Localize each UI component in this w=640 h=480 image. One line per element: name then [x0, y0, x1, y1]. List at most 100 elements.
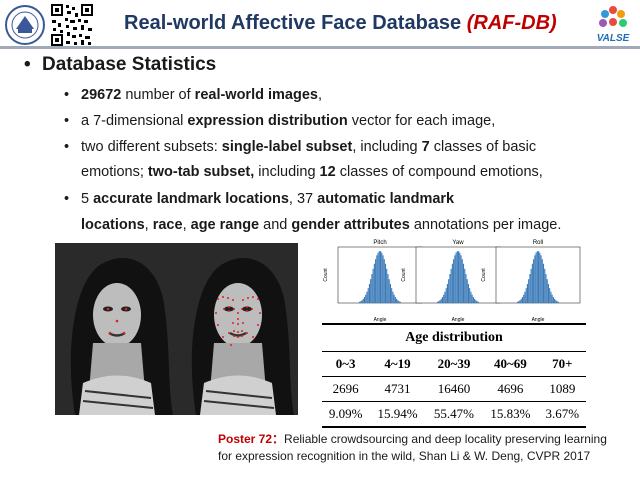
histogram-roll: Roll Angle Count	[481, 240, 581, 323]
histogram-title: Pitch	[373, 240, 386, 246]
bullet-text-run: ,	[182, 217, 191, 233]
bullet-text-run: , 37	[288, 191, 318, 207]
histogram-bar	[535, 252, 537, 303]
histogram-bar	[449, 274, 451, 303]
histogram-bar	[533, 259, 535, 303]
table-row-counts: 2696 4731 16460 4696 1089	[322, 376, 586, 402]
histogram-bar	[523, 294, 525, 303]
table-cell: 1089	[538, 376, 586, 402]
histogram-bar	[530, 268, 532, 303]
histogram-bar	[469, 288, 471, 303]
histogram-bar	[439, 300, 441, 303]
histogram-bar	[386, 268, 388, 303]
histogram-bar	[458, 251, 460, 303]
histogram-bar	[557, 301, 559, 303]
face-photo-landmarks	[176, 243, 298, 415]
histogram-bar	[393, 294, 395, 303]
bullet-bold-run: 12	[319, 164, 336, 180]
histogram-bar	[454, 255, 456, 303]
histogram-bar	[459, 252, 461, 303]
histogram-bar	[529, 274, 531, 303]
histogram-bar	[552, 297, 554, 303]
histogram-bar	[542, 263, 545, 303]
histogram-bar	[450, 268, 452, 303]
table-cell: 4731	[369, 376, 426, 402]
histogram-bar	[461, 259, 463, 303]
histogram-bar	[372, 268, 374, 303]
histogram-bar	[474, 298, 476, 303]
bullet-bold-run: locations	[81, 217, 145, 233]
histogram-bar	[394, 297, 396, 303]
histogram-bar	[378, 251, 380, 303]
histogram-bar	[448, 279, 450, 303]
histogram-ylabel: Count	[481, 268, 487, 282]
bullet-bold-run: 7	[421, 139, 430, 155]
histogram-yaw: Yaw Angle Count	[401, 240, 501, 323]
table-header-row: 0~3 4~19 20~39 40~69 70+	[322, 351, 586, 377]
histogram-title: Yaw	[452, 240, 464, 246]
histogram-bar	[540, 255, 542, 303]
histogram-bar	[534, 255, 536, 303]
table-cell: 9.09%	[322, 401, 370, 428]
histogram-bar	[555, 300, 557, 303]
qr-code-icon	[50, 3, 94, 47]
histogram-bar	[375, 259, 377, 303]
histogram-bar	[440, 298, 442, 303]
histogram-bar	[380, 251, 382, 303]
histogram-bar	[519, 300, 521, 303]
histogram-bar	[384, 263, 387, 303]
histogram-bar	[396, 298, 398, 303]
histogram-bar	[472, 297, 474, 303]
histogram-bar	[444, 291, 446, 303]
bullet-text-run: two different subsets:	[81, 139, 222, 155]
table-cell: 15.94%	[369, 401, 426, 428]
bullet-text-run: classes of basic	[429, 139, 537, 155]
table-header-cell: 40~69	[482, 351, 539, 377]
histogram-bar	[389, 283, 391, 303]
bullet-text-run: , including	[352, 139, 422, 155]
bullet-text-run: 5	[81, 191, 94, 207]
table-cell: 55.47%	[425, 401, 483, 428]
bullet-text-run: annotations per image.	[409, 217, 562, 233]
histogram-pitch: Pitch Angle Count	[323, 240, 423, 323]
bullet-bold-run: expression distribution	[187, 113, 348, 129]
table-cell: 4696	[482, 376, 539, 402]
bullet-text: locations, race, age range and gender at…	[81, 215, 621, 235]
histogram-bar	[362, 298, 364, 303]
histogram-bar	[528, 279, 530, 303]
age-distribution-table: Age distribution 0~3 4~19 20~39 40~69 70…	[322, 323, 586, 428]
bullet-bold-run: real-world images	[194, 87, 318, 103]
histogram-bar	[471, 294, 473, 303]
histogram-bar	[363, 297, 366, 303]
histogram-bar	[464, 268, 466, 303]
table-row-percents: 9.09% 15.94% 55.47% 15.83% 3.67%	[322, 401, 586, 428]
histogram-bar	[477, 301, 479, 303]
histogram-bar	[546, 279, 548, 303]
histogram-bar	[443, 294, 445, 303]
table-header-cell: 0~3	[322, 351, 370, 377]
histogram-bar	[475, 300, 477, 303]
histogram-bar	[360, 301, 362, 303]
histogram-bar	[382, 255, 384, 303]
histogram-bar	[526, 283, 528, 303]
histogram-bar	[451, 263, 453, 303]
histogram-bar	[370, 279, 372, 303]
bullet-bold-run: two-tab subset,	[147, 164, 255, 180]
histogram-bar	[359, 301, 361, 303]
face-photo-original	[55, 243, 177, 415]
bullet-text: 29672 number of real-world images,	[81, 85, 621, 105]
histogram-bar	[387, 274, 389, 303]
histogram-bar	[397, 300, 399, 303]
histogram-bar	[398, 301, 400, 303]
poster-label: Poster 72：	[218, 432, 285, 446]
histogram-bar	[392, 291, 394, 303]
bullet-text-run: vector for each image,	[347, 113, 496, 129]
histogram-title: Roll	[533, 240, 543, 246]
bullet-bold-run: race	[152, 217, 183, 233]
bullet-text: 5 accurate landmark locations, 37 automa…	[81, 189, 621, 209]
histogram-bar	[456, 251, 458, 303]
histogram-bar	[453, 259, 455, 303]
histogram-bar	[376, 255, 378, 303]
histogram-bar	[455, 252, 457, 303]
